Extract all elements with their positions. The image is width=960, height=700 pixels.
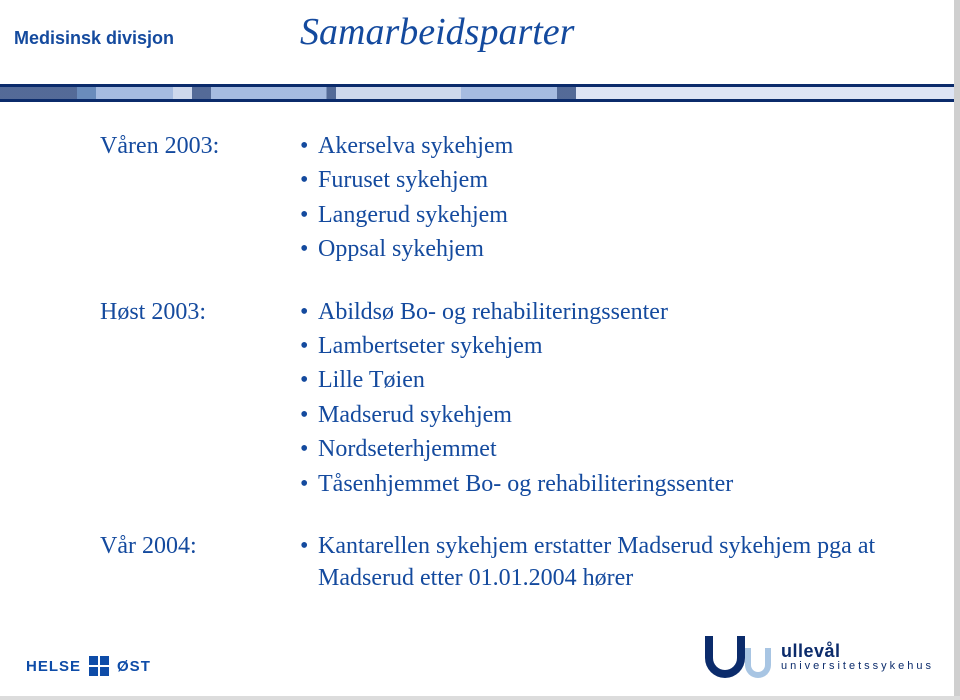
- bullet-text: Oppsal sykehjem: [318, 233, 484, 265]
- bullet-dot-icon: •: [300, 399, 318, 431]
- helse-text-left: HELSE: [26, 658, 81, 675]
- bullet-item: •Kantarellen sykehjem erstatter Madserud…: [300, 530, 880, 595]
- bullet-item: •Abildsø Bo- og rehabiliteringssenter: [300, 296, 880, 328]
- bullet-item: •Lille Tøien: [300, 364, 880, 396]
- section-row: Våren 2003:•Akerselva sykehjem•Furuset s…: [100, 130, 880, 268]
- section-row: Vår 2004:•Kantarellen sykehjem erstatter…: [100, 530, 880, 597]
- bullet-item: •Nordseterhjemmet: [300, 433, 880, 465]
- bullet-text: Kantarellen sykehjem erstatter Madserud …: [318, 530, 880, 595]
- slide-title: Samarbeidsparter: [300, 10, 574, 54]
- helse-mark-icon: [89, 656, 109, 676]
- bullet-item: •Tåsenhjemmet Bo- og rehabiliteringssent…: [300, 468, 880, 500]
- ulleval-icon: [705, 636, 771, 678]
- ulleval-logo: ullevål universitetssykehus: [705, 636, 934, 678]
- bullet-text: Akerselva sykehjem: [318, 130, 513, 162]
- header-label: Medisinsk divisjon: [14, 28, 174, 49]
- bullet-item: •Langerud sykehjem: [300, 199, 880, 231]
- bullet-dot-icon: •: [300, 530, 318, 562]
- bullet-text: Furuset sykehjem: [318, 164, 488, 196]
- bullet-list: •Kantarellen sykehjem erstatter Madserud…: [300, 530, 880, 597]
- bullet-dot-icon: •: [300, 233, 318, 265]
- bullet-dot-icon: •: [300, 130, 318, 162]
- page-shadow-right: [954, 0, 960, 700]
- bullet-text: Nordseterhjemmet: [318, 433, 497, 465]
- bullet-dot-icon: •: [300, 433, 318, 465]
- ulleval-line2: universitetssykehus: [781, 661, 934, 673]
- bullet-dot-icon: •: [300, 164, 318, 196]
- section-row: Høst 2003:•Abildsø Bo- og rehabilitering…: [100, 296, 880, 502]
- helse-text-right: ØST: [117, 658, 151, 675]
- divider: [0, 84, 960, 102]
- bullet-text: Abildsø Bo- og rehabiliteringssenter: [318, 296, 668, 328]
- period-label: Høst 2003:: [100, 296, 300, 330]
- bullet-dot-icon: •: [300, 364, 318, 396]
- bullet-text: Tåsenhjemmet Bo- og rehabiliteringssente…: [318, 468, 733, 500]
- bullet-dot-icon: •: [300, 296, 318, 328]
- bullet-text: Lambertseter sykehjem: [318, 330, 543, 362]
- helse-ost-logo: HELSE ØST: [26, 656, 151, 676]
- bullet-text: Lille Tøien: [318, 364, 425, 396]
- period-label: Vår 2004:: [100, 530, 300, 564]
- bullet-dot-icon: •: [300, 468, 318, 500]
- bullet-item: •Akerselva sykehjem: [300, 130, 880, 162]
- ulleval-line1: ullevål: [781, 642, 934, 661]
- period-label: Våren 2003:: [100, 130, 300, 164]
- bullet-item: •Furuset sykehjem: [300, 164, 880, 196]
- content-area: Våren 2003:•Akerselva sykehjem•Furuset s…: [100, 130, 880, 625]
- bullet-list: •Abildsø Bo- og rehabiliteringssenter•La…: [300, 296, 880, 502]
- bullet-item: •Lambertseter sykehjem: [300, 330, 880, 362]
- ulleval-text: ullevål universitetssykehus: [781, 642, 934, 672]
- footer: HELSE ØST ullevål universitetssykehus: [0, 622, 960, 682]
- page-shadow-bottom: [0, 696, 960, 700]
- bullet-dot-icon: •: [300, 330, 318, 362]
- bullet-dot-icon: •: [300, 199, 318, 231]
- bullet-text: Langerud sykehjem: [318, 199, 508, 231]
- bullet-text: Madserud sykehjem: [318, 399, 512, 431]
- bullet-list: •Akerselva sykehjem•Furuset sykehjem•Lan…: [300, 130, 880, 268]
- bullet-item: •Oppsal sykehjem: [300, 233, 880, 265]
- bullet-item: •Madserud sykehjem: [300, 399, 880, 431]
- slide: Medisinsk divisjon Samarbeidsparter Våre…: [0, 0, 960, 700]
